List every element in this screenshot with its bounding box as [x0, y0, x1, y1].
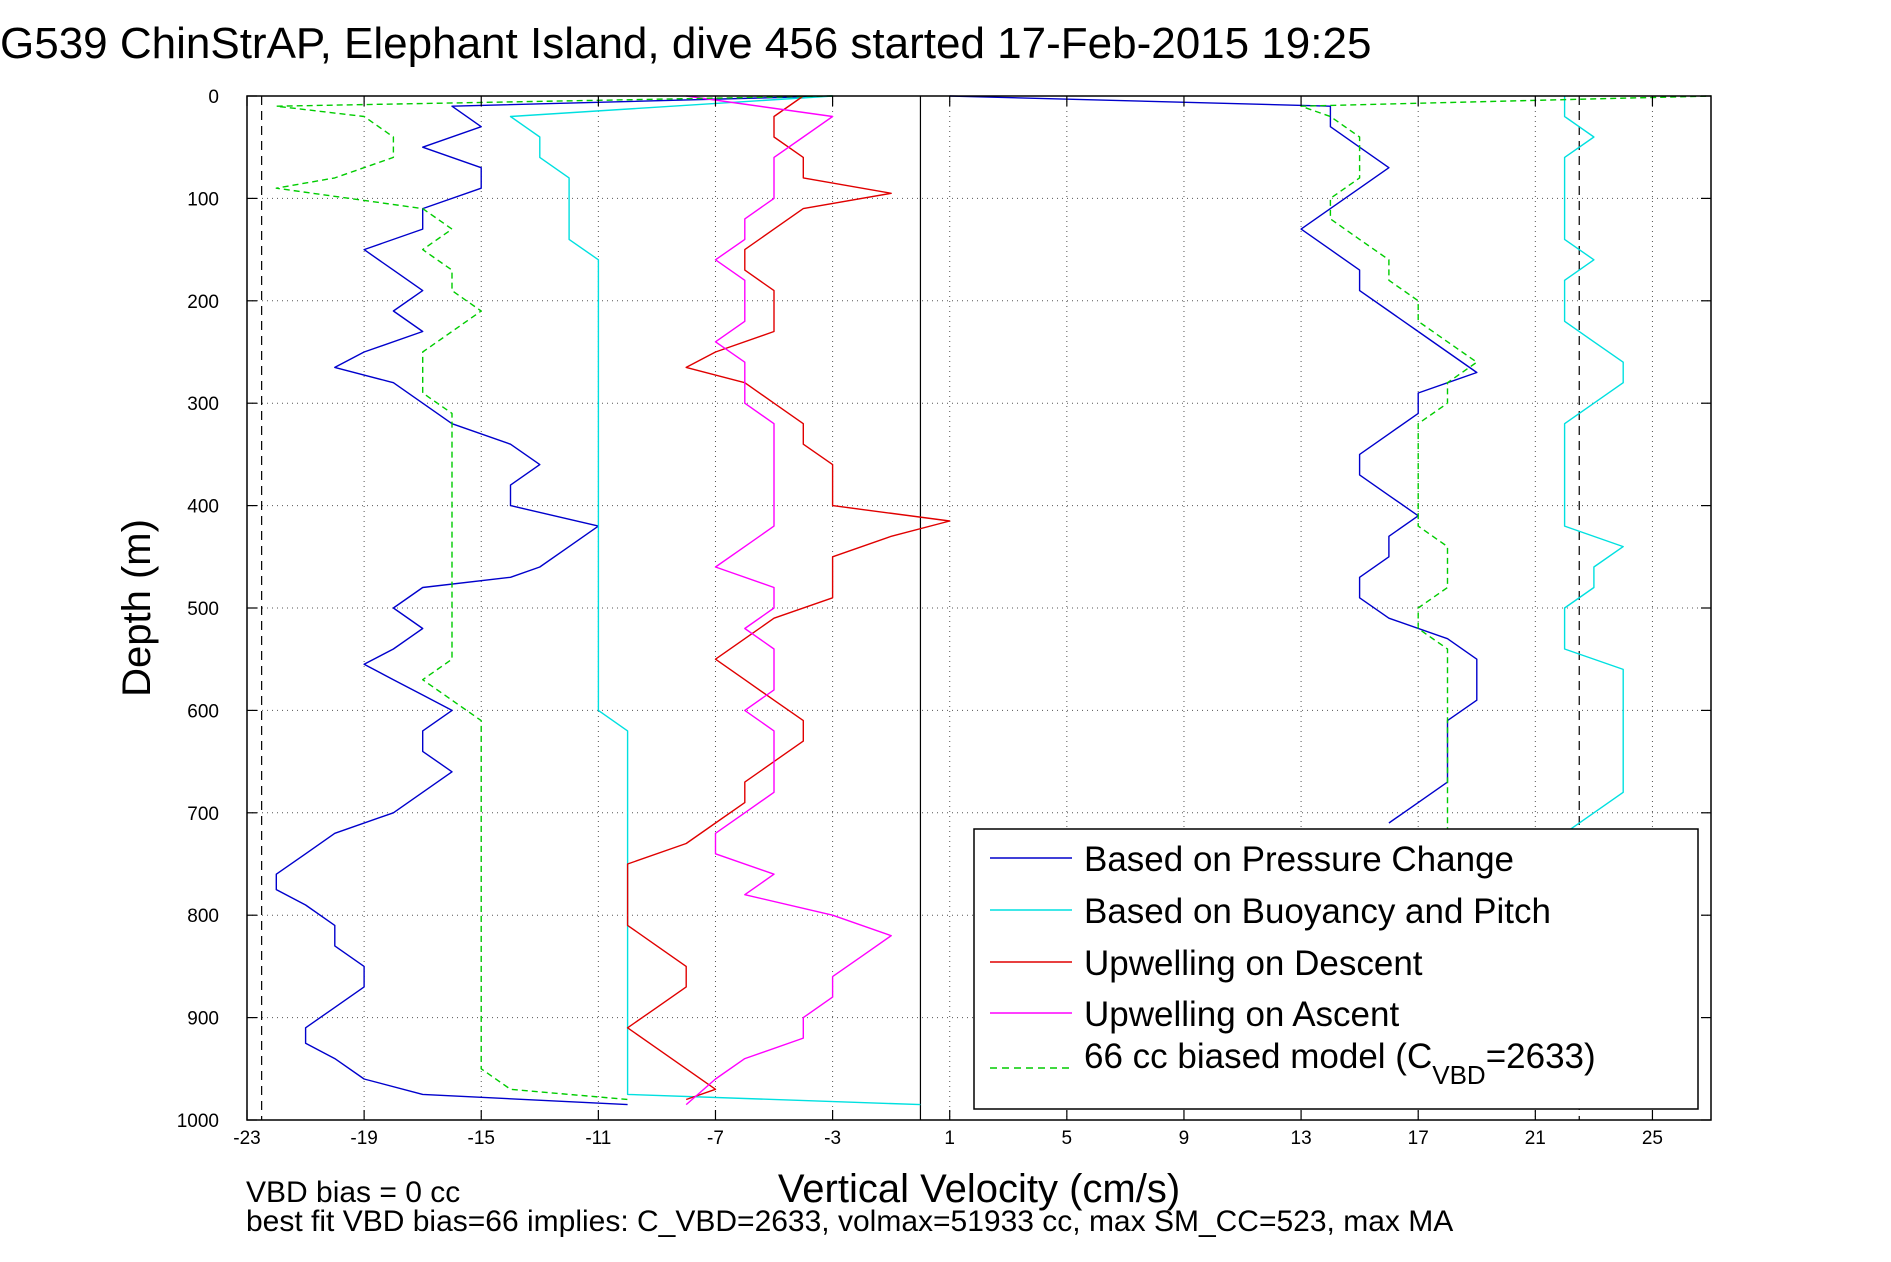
legend-model-suffix: =2633) [1486, 1037, 1596, 1076]
y-tick-label: 800 [187, 906, 219, 927]
chart-title: G539 ChinStrAP, Elephant Island, dive 45… [0, 19, 1371, 68]
legend-label-pressure: Based on Pressure Change [1084, 840, 1514, 879]
series-line-based-on-buoyancy-and-pitch-ascent [1563, 96, 1624, 834]
y-tick-label: 700 [187, 804, 219, 825]
x-tick-label: 17 [1408, 1128, 1429, 1149]
series-line-66-cc-biased-model-cvbd-2633-ascent [1300, 95, 1712, 834]
x-axis-label: Vertical Velocity (cm/s) [778, 1167, 1180, 1211]
legend-label-model: 66 cc biased model (CVBD=2633) [1084, 1037, 1596, 1090]
y-tick-label: 0 [208, 87, 219, 108]
x-tick-label: -3 [824, 1128, 841, 1149]
footer-line-2: best fit VBD bias=66 implies: C_VBD=2633… [246, 1205, 1453, 1238]
y-tick-label: 300 [187, 394, 219, 415]
y-tick-label: 1000 [177, 1111, 219, 1132]
x-tick-label: 13 [1291, 1128, 1312, 1149]
reference-lines [261, 96, 1580, 1120]
legend-label-descent: Upwelling on Descent [1084, 944, 1423, 983]
x-tick-label: 9 [1179, 1128, 1190, 1149]
x-tick-label: -23 [233, 1128, 260, 1149]
y-tick-label: 900 [187, 1009, 219, 1030]
legend-model-subscript: VBD [1432, 1060, 1485, 1090]
y-tick-label: 100 [187, 189, 219, 210]
y-tick-label: 200 [187, 292, 219, 313]
legend-label-buoyancy: Based on Buoyancy and Pitch [1084, 892, 1551, 931]
legend-label-ascent: Upwelling on Ascent [1084, 995, 1399, 1034]
legend-model-prefix: 66 cc biased model (C [1084, 1037, 1432, 1076]
x-tick-label: 25 [1642, 1128, 1663, 1149]
footer-line-1: VBD bias = 0 cc [246, 1176, 460, 1209]
series-line-based-on-pressure-change-ascent [949, 95, 1478, 824]
series-line-based-on-pressure-change-descent [275, 95, 833, 1106]
axis-ticks: -23 -19 -15 -11 -7 -3 1 5 9 13 17 21 25 0 100 200 300 400… [177, 87, 1711, 1149]
y-tick-label: 400 [187, 497, 219, 518]
series-line-upwelling-on-ascent-ascent [685, 95, 892, 1106]
y-tick-label: 500 [187, 599, 219, 620]
x-tick-label: 1 [944, 1128, 955, 1149]
series-layer [275, 95, 1712, 1106]
x-tick-label: -11 [585, 1128, 611, 1149]
x-tick-label: -19 [350, 1128, 377, 1149]
legend-box [973, 828, 1699, 1110]
series-line-based-on-buoyancy-and-pitch-descent [509, 95, 921, 1106]
x-tick-label: -7 [707, 1128, 724, 1149]
x-tick-label: 21 [1525, 1128, 1546, 1149]
series-line-66-cc-biased-model-cvbd-2633-descent [275, 95, 833, 1101]
y-tick-label: 600 [187, 701, 219, 722]
series-line-upwelling-on-descent-descent [626, 95, 951, 1101]
y-axis-label: Depth (m) [115, 519, 159, 697]
x-tick-label: 5 [1062, 1128, 1073, 1149]
x-tick-label: -15 [468, 1128, 495, 1149]
legend: Based on Pressure Change Based on Buoyan… [973, 828, 1699, 1110]
